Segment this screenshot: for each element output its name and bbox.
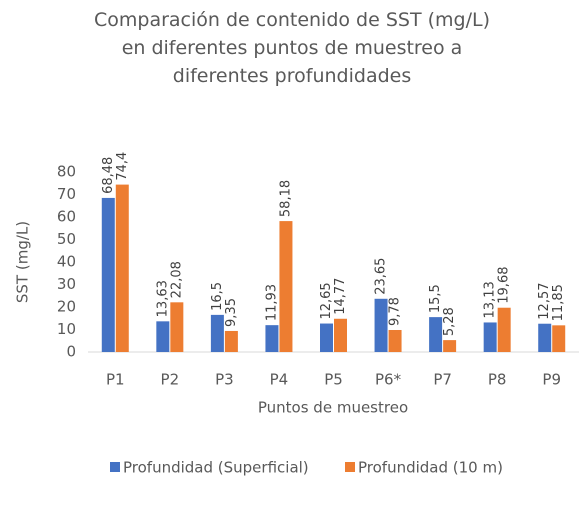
data-label: 58,18 [278,180,293,217]
bar [388,329,402,352]
legend-label: Profundidad (Superficial) [123,459,309,477]
bar [552,325,566,352]
bar [224,330,238,352]
data-label: 9,35 [224,298,239,327]
bar [320,323,333,352]
bar [374,298,388,352]
data-label: 11,85 [551,284,566,321]
y-tick-label: 0 [66,343,76,361]
data-label: 14,77 [333,278,348,315]
x-tick-label: P1 [106,371,125,389]
y-tick-label: 50 [57,230,76,248]
y-tick-label: 80 [57,163,76,181]
bar [497,307,511,352]
legend-label: Profundidad (10 m) [358,459,503,477]
bar [170,302,184,352]
bar [429,317,443,352]
data-label: 11,93 [264,284,279,321]
data-label: 23,65 [374,258,389,295]
y-tick-label: 60 [57,208,76,226]
x-tick-label: P9 [542,371,561,389]
legend-swatch [345,462,355,472]
data-label: 68,48 [101,157,116,194]
data-label: 9,78 [388,297,403,326]
bar [538,323,552,352]
data-label: 5,28 [442,307,457,336]
x-axis-label: Puntos de muestreo [258,399,408,417]
data-label: 19,68 [497,267,512,304]
data-label: 22,08 [169,261,184,298]
x-tick-label: P3 [215,371,234,389]
data-label: 12,57 [537,282,552,319]
data-label: 13,13 [483,281,498,318]
data-label: 74,4 [115,152,130,181]
chart-title: Comparación de contenido de SST (mg/L) e… [93,9,490,87]
bar [115,184,129,352]
bar [334,318,347,352]
bar [443,340,457,352]
x-tick-label: P4 [270,371,289,389]
data-label: 15,5 [428,284,443,313]
bar [101,197,115,352]
y-axis-label: SST (mg/L) [14,221,32,303]
data-label: 16,5 [210,282,225,311]
bar [483,322,497,352]
x-tick-label: P7 [433,371,452,389]
data-label: 13,63 [155,280,170,317]
legend-swatch [110,462,120,472]
x-tick-label: P8 [488,371,507,389]
y-tick-label: 40 [57,253,76,271]
bar [156,321,170,352]
y-tick-label: 20 [57,298,76,316]
bar [265,325,279,352]
data-label: 12,65 [319,282,334,319]
x-tick-label: P6* [375,371,402,389]
y-tick-label: 70 [57,185,76,203]
x-tick-label: P2 [161,371,180,389]
bar [279,221,293,352]
y-tick-label: 10 [57,320,76,338]
x-tick-label: P5 [324,371,343,389]
bar [210,314,224,352]
y-tick-label: 30 [57,275,76,293]
